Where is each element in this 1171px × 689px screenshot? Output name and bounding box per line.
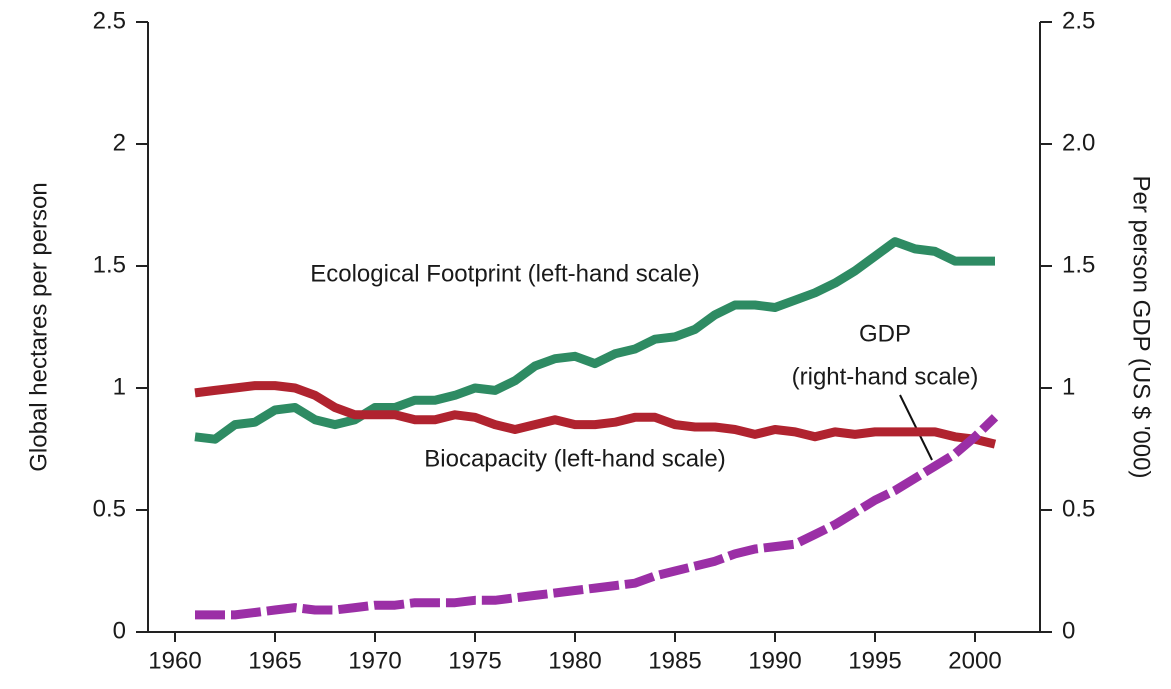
y2-tick-label: 2.5	[1062, 7, 1095, 34]
series-label: Ecological Footprint (left-hand scale)	[310, 260, 700, 287]
y-tick-label: 0.5	[93, 495, 126, 522]
y-tick-label: 2.5	[93, 7, 126, 34]
y-tick-label: 2	[113, 129, 126, 156]
x-tick-label: 2000	[948, 647, 1001, 674]
y-axis-label: Global hectares per person	[25, 182, 52, 472]
series-line	[194, 381, 997, 449]
series-label: Biocapacity (left-hand scale)	[424, 445, 725, 472]
x-tick-label: 1990	[748, 647, 801, 674]
series-line	[194, 237, 995, 444]
x-tick-label: 1985	[648, 647, 701, 674]
x-tick-label: 1960	[148, 647, 201, 674]
x-tick-label: 1995	[848, 647, 901, 674]
y2-tick-label: 1	[1062, 373, 1075, 400]
y-tick-label: 1	[113, 373, 126, 400]
x-tick-label: 1965	[248, 647, 301, 674]
y2-axis-label: Per person GDP (US $ '000)	[1128, 176, 1155, 479]
x-tick-label: 1970	[348, 647, 401, 674]
y-tick-label: 1.5	[93, 251, 126, 278]
y2-tick-label: 1.5	[1062, 251, 1095, 278]
x-tick-label: 1975	[448, 647, 501, 674]
y2-tick-label: 0	[1062, 617, 1075, 644]
series-line	[195, 414, 999, 620]
annotation: (right-hand scale)	[792, 363, 979, 390]
y2-tick-label: 2.0	[1062, 129, 1095, 156]
x-tick-label: 1980	[548, 647, 601, 674]
y2-tick-label: 0.5	[1062, 495, 1095, 522]
series-label: GDP	[859, 320, 911, 347]
y-tick-label: 0	[113, 617, 126, 644]
